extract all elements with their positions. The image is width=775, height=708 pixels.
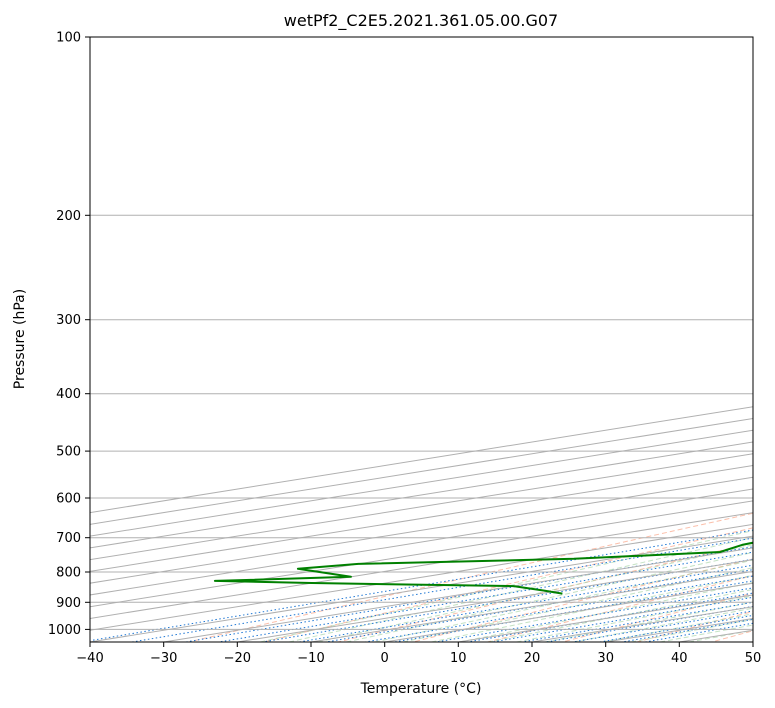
x-tick-label: 50 <box>745 651 762 666</box>
x-tick-label: 20 <box>524 651 541 666</box>
y-axis-label: Pressure (hPa) <box>12 289 28 389</box>
moist-adiabat <box>288 537 753 642</box>
isotherm-line <box>90 512 753 619</box>
moist-adiabat <box>431 574 753 642</box>
dry-adiabat <box>338 542 753 642</box>
y-tick-label: 800 <box>56 566 81 581</box>
mixing-ratio-line <box>365 575 753 642</box>
moist-adiabat <box>403 567 753 642</box>
isotherm-line <box>90 535 753 642</box>
y-tick-label: 300 <box>56 313 81 328</box>
dry-adiabat <box>263 527 753 642</box>
plot-background <box>90 37 753 642</box>
mixing-ratio-line <box>218 551 753 642</box>
y-axis-ticks: 100 200 300 400 500 600 700 800 900 1000 <box>48 31 90 638</box>
x-tick-label: 10 <box>450 651 467 666</box>
isotherm-line <box>90 441 753 549</box>
moist-adiabat <box>516 595 753 642</box>
dry-adiabats <box>188 512 753 642</box>
x-tick-label: −10 <box>297 651 324 666</box>
isotherm-line <box>90 476 753 584</box>
moist-adiabat <box>459 581 753 642</box>
y-tick-label: 600 <box>56 492 81 507</box>
y-tick-label: 1000 <box>48 623 81 638</box>
y-tick-label: 700 <box>56 531 81 546</box>
moist-adiabat <box>487 588 753 642</box>
isotherm-line <box>90 453 753 561</box>
isotherm-line <box>90 523 753 631</box>
y-tick-label: 900 <box>56 596 81 611</box>
isotherm-line <box>90 488 753 596</box>
chart-title: wetPf2_C2E5.2021.361.05.00.G07 <box>284 11 558 31</box>
dewpoint-line <box>213 541 753 595</box>
dry-adiabat <box>188 512 753 642</box>
isotherms <box>90 406 753 642</box>
isotherm-line <box>90 465 753 572</box>
sounding-traces <box>213 541 753 595</box>
y-tick-label: 100 <box>56 31 81 46</box>
isotherm-line <box>90 500 753 608</box>
y-tick-label: 400 <box>56 387 81 402</box>
x-tick-label: 40 <box>671 651 688 666</box>
plot-frame <box>89 36 754 643</box>
x-tick-label: −30 <box>150 651 177 666</box>
x-tick-label: 30 <box>597 651 614 666</box>
y-tick-label: 500 <box>56 445 81 460</box>
x-axis-label: Temperature (°C) <box>360 681 482 697</box>
x-axis-ticks: −40 −30 −20 −10 0 10 20 30 40 50 <box>76 642 761 666</box>
isobars <box>90 37 753 630</box>
mixing-ratio-line <box>131 537 753 642</box>
mixing-ratio-line <box>299 564 753 642</box>
x-tick-label: 0 <box>381 651 389 666</box>
x-tick-label: −20 <box>224 651 251 666</box>
y-tick-label: 200 <box>56 209 81 224</box>
moist-adiabat <box>317 544 753 642</box>
x-tick-label: −40 <box>76 651 103 666</box>
